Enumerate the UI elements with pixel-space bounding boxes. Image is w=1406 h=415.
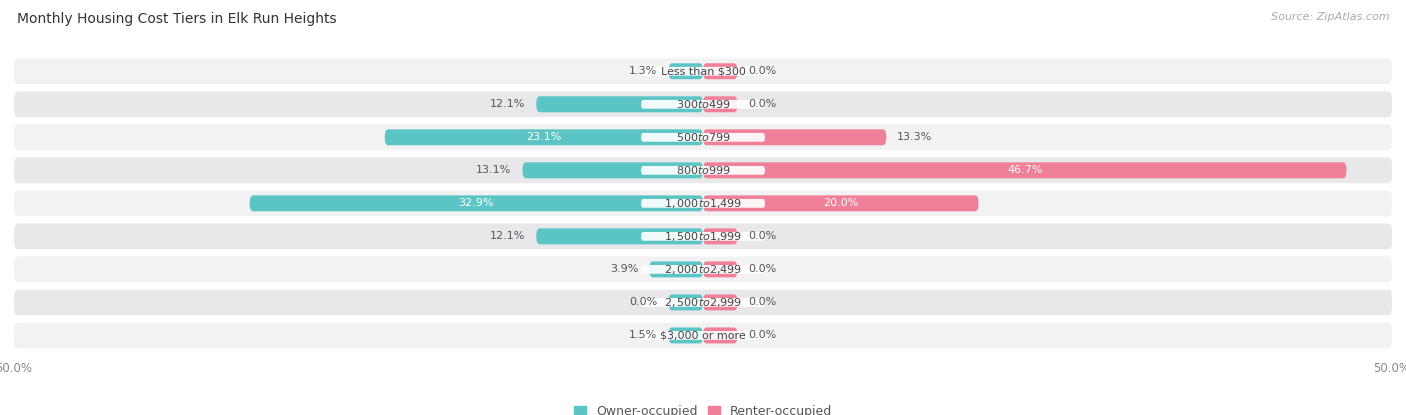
Text: Source: ZipAtlas.com: Source: ZipAtlas.com <box>1271 12 1389 22</box>
Text: 12.1%: 12.1% <box>489 232 526 242</box>
Text: 46.7%: 46.7% <box>1007 165 1042 175</box>
Text: Monthly Housing Cost Tiers in Elk Run Heights: Monthly Housing Cost Tiers in Elk Run He… <box>17 12 336 27</box>
FancyBboxPatch shape <box>536 96 703 112</box>
Text: 1.5%: 1.5% <box>630 330 658 340</box>
Text: $2,000 to $2,499: $2,000 to $2,499 <box>664 263 742 276</box>
Text: $300 to $499: $300 to $499 <box>675 98 731 110</box>
Text: 0.0%: 0.0% <box>630 298 658 308</box>
FancyBboxPatch shape <box>669 327 703 344</box>
FancyBboxPatch shape <box>523 162 703 178</box>
FancyBboxPatch shape <box>536 228 703 244</box>
FancyBboxPatch shape <box>641 265 765 274</box>
FancyBboxPatch shape <box>641 232 765 241</box>
Text: 0.0%: 0.0% <box>748 66 776 76</box>
FancyBboxPatch shape <box>641 199 765 208</box>
Text: 0.0%: 0.0% <box>748 264 776 274</box>
Text: 13.1%: 13.1% <box>477 165 512 175</box>
FancyBboxPatch shape <box>14 91 1392 117</box>
FancyBboxPatch shape <box>703 327 738 344</box>
Text: $800 to $999: $800 to $999 <box>675 164 731 176</box>
FancyBboxPatch shape <box>641 331 765 340</box>
FancyBboxPatch shape <box>703 162 1347 178</box>
Legend: Owner-occupied, Renter-occupied: Owner-occupied, Renter-occupied <box>574 405 832 415</box>
Text: $1,000 to $1,499: $1,000 to $1,499 <box>664 197 742 210</box>
FancyBboxPatch shape <box>14 224 1392 249</box>
FancyBboxPatch shape <box>641 100 765 109</box>
FancyBboxPatch shape <box>641 133 765 142</box>
Text: 13.3%: 13.3% <box>897 132 932 142</box>
Text: 0.0%: 0.0% <box>748 330 776 340</box>
FancyBboxPatch shape <box>14 59 1392 84</box>
Text: 3.9%: 3.9% <box>610 264 638 274</box>
Text: 1.3%: 1.3% <box>630 66 658 76</box>
FancyBboxPatch shape <box>703 96 738 112</box>
FancyBboxPatch shape <box>703 294 738 310</box>
FancyBboxPatch shape <box>14 157 1392 183</box>
FancyBboxPatch shape <box>14 290 1392 315</box>
FancyBboxPatch shape <box>14 322 1392 348</box>
FancyBboxPatch shape <box>641 67 765 76</box>
FancyBboxPatch shape <box>703 129 886 145</box>
Text: 0.0%: 0.0% <box>748 298 776 308</box>
Text: 0.0%: 0.0% <box>748 99 776 109</box>
FancyBboxPatch shape <box>703 63 738 79</box>
Text: $1,500 to $1,999: $1,500 to $1,999 <box>664 230 742 243</box>
FancyBboxPatch shape <box>641 166 765 175</box>
FancyBboxPatch shape <box>385 129 703 145</box>
FancyBboxPatch shape <box>703 261 738 277</box>
Text: 32.9%: 32.9% <box>458 198 494 208</box>
FancyBboxPatch shape <box>703 228 738 244</box>
Text: 23.1%: 23.1% <box>526 132 561 142</box>
Text: 12.1%: 12.1% <box>489 99 526 109</box>
FancyBboxPatch shape <box>641 298 765 307</box>
Text: 20.0%: 20.0% <box>823 198 859 208</box>
Text: $2,500 to $2,999: $2,500 to $2,999 <box>664 296 742 309</box>
Text: $3,000 or more: $3,000 or more <box>661 330 745 340</box>
FancyBboxPatch shape <box>14 256 1392 282</box>
Text: 0.0%: 0.0% <box>748 232 776 242</box>
FancyBboxPatch shape <box>250 195 703 211</box>
Text: Less than $300: Less than $300 <box>661 66 745 76</box>
FancyBboxPatch shape <box>14 190 1392 216</box>
FancyBboxPatch shape <box>669 63 703 79</box>
FancyBboxPatch shape <box>650 261 703 277</box>
FancyBboxPatch shape <box>703 195 979 211</box>
FancyBboxPatch shape <box>669 294 703 310</box>
FancyBboxPatch shape <box>14 124 1392 150</box>
Text: $500 to $799: $500 to $799 <box>675 131 731 143</box>
